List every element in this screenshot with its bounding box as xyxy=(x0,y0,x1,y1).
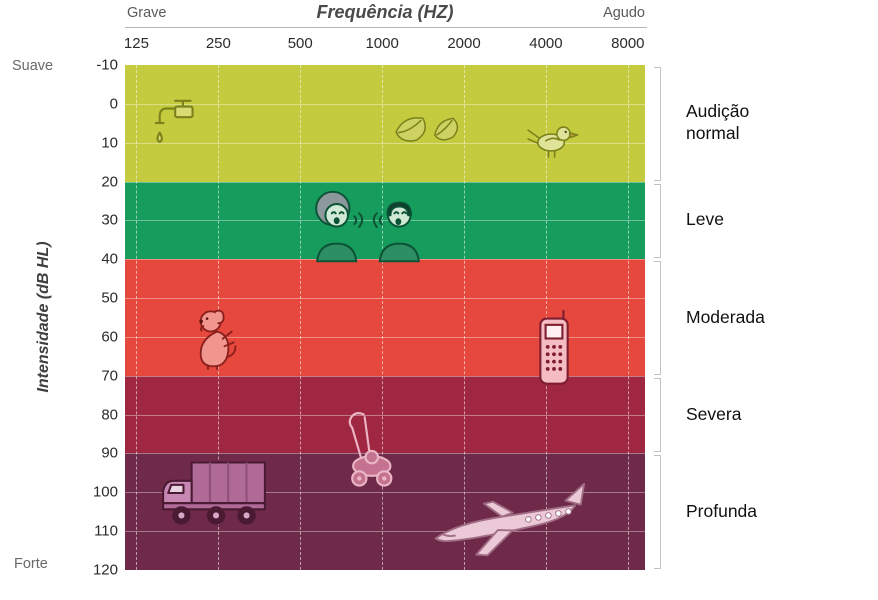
x-tick-500: 500 xyxy=(287,35,313,52)
band-label-1: Leve xyxy=(686,209,724,230)
y-tick-60: 60 xyxy=(101,328,118,346)
y-tick-30: 30 xyxy=(101,211,118,229)
band-bracket-0 xyxy=(654,67,661,181)
h-gridline-50 xyxy=(125,298,645,300)
h-gridline-60 xyxy=(125,336,645,338)
band-audi-o-normal xyxy=(125,65,645,182)
y-axis-title: Intensidade (dB HL) xyxy=(35,241,52,393)
y-tick-120: 120 xyxy=(92,561,118,579)
y-tick-50: 50 xyxy=(101,289,118,307)
h-gridline-20 xyxy=(125,181,645,183)
lawn-mower-icon xyxy=(330,404,410,496)
leaves-icon xyxy=(392,110,464,152)
band-bracket-1 xyxy=(654,183,661,259)
plot-area xyxy=(125,65,645,570)
v-gridline-8000 xyxy=(627,65,629,570)
v-gridline-500 xyxy=(300,65,302,570)
v-gridline-2000 xyxy=(464,65,466,570)
band-label-column: Audição normal Leve Moderada Severa Profunda xyxy=(650,65,876,570)
x-tick-1000: 1000 xyxy=(365,35,399,52)
truck-icon xyxy=(157,454,271,530)
band-label-0: Audição normal xyxy=(686,101,750,144)
y-tick-40: 40 xyxy=(101,250,118,268)
y-tick-110: 110 xyxy=(94,522,118,540)
dog-icon xyxy=(186,301,252,373)
h-gridline-10 xyxy=(125,142,645,144)
dripping-faucet-icon xyxy=(151,94,209,152)
y-axis-top-label: Suave xyxy=(12,58,54,74)
h-gridline-110 xyxy=(125,531,645,533)
y-tick-100: 100 xyxy=(92,483,118,501)
band-label-4: Profunda xyxy=(686,500,758,521)
x-tick-8000: 8000 xyxy=(611,35,645,52)
talking-people-icon xyxy=(289,183,447,273)
x-axis-left-label: Grave xyxy=(127,5,167,21)
y-tick-20: 20 xyxy=(101,173,118,191)
h-gridline-30 xyxy=(125,220,645,222)
y-axis-ticks: -10 0 10 20 30 40 50 60 70 80 90 100 110 120 xyxy=(60,57,118,579)
band-severa xyxy=(125,375,645,454)
x-axis-ticks: 125 250 500 1000 2000 4000 8000 xyxy=(123,35,645,57)
chart-title: Frequência (HZ) xyxy=(316,2,454,22)
x-tick-4000: 4000 xyxy=(529,35,563,52)
y-axis-bottom-label: Forte xyxy=(14,556,48,572)
x-axis-line xyxy=(125,27,647,28)
y-tick--10: -10 xyxy=(96,56,118,74)
cell-phone-icon xyxy=(533,308,575,390)
v-gridline-1000 xyxy=(382,65,384,570)
band-bracket-2 xyxy=(654,261,661,375)
y-tick-70: 70 xyxy=(101,367,118,385)
band-leve xyxy=(125,181,645,260)
x-tick-250: 250 xyxy=(205,35,231,52)
band-bracket-3 xyxy=(654,377,661,453)
h-gridline-90 xyxy=(125,453,645,455)
x-axis-right-label: Agudo xyxy=(603,5,645,21)
x-tick-2000: 2000 xyxy=(447,35,481,52)
bird-icon xyxy=(524,116,580,162)
band-label-3: Severa xyxy=(686,403,742,424)
band-bracket-4 xyxy=(654,455,661,569)
h-gridline-80 xyxy=(125,414,645,416)
x-tick-125: 125 xyxy=(123,35,149,52)
y-tick-0: 0 xyxy=(109,95,118,113)
y-tick-90: 90 xyxy=(101,444,118,462)
y-tick-10: 10 xyxy=(101,134,118,152)
h-gridline-70 xyxy=(125,375,645,377)
y-tick-80: 80 xyxy=(101,406,118,424)
band-label-2: Moderada xyxy=(686,306,765,327)
v-gridline-125 xyxy=(136,65,138,570)
h-gridline-0 xyxy=(125,103,645,105)
h-gridline-100 xyxy=(125,492,645,494)
